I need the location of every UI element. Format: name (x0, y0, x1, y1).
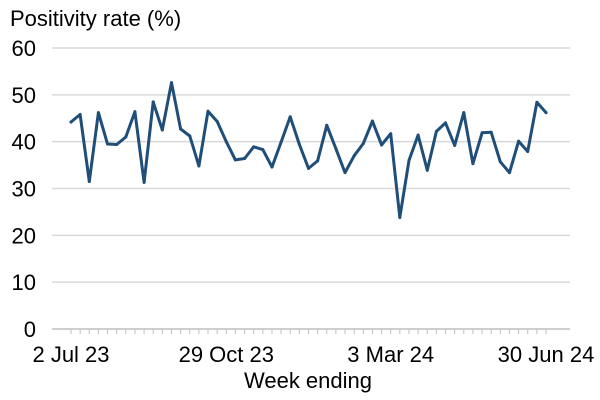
data-point (270, 165, 274, 169)
data-point (252, 145, 256, 149)
data-point (197, 164, 201, 168)
data-point (87, 179, 91, 183)
data-point (106, 142, 110, 146)
data-point (480, 131, 484, 135)
data-point (425, 168, 429, 172)
x-tick-label: 2 Jul 23 (32, 342, 109, 367)
y-tick-label-60: 60 (12, 36, 36, 61)
data-point (316, 159, 320, 163)
data-point (261, 148, 265, 152)
data-point (352, 154, 356, 158)
x-axis (52, 328, 570, 334)
data-point (434, 129, 438, 133)
data-point (279, 140, 283, 144)
data-point (224, 140, 228, 144)
data-point (544, 111, 548, 115)
data-point (179, 127, 183, 131)
data-point (288, 115, 292, 119)
data-point (471, 162, 475, 166)
data-point (370, 119, 374, 123)
data-point (215, 120, 219, 124)
data-point (96, 111, 100, 115)
y-axis-tick-labels: 0 10 20 30 40 50 60 (12, 36, 36, 342)
data-point (535, 100, 539, 104)
data-point (526, 150, 530, 154)
data-point (489, 130, 493, 134)
y-tick-label-10: 10 (12, 270, 36, 295)
data-point (169, 81, 173, 85)
data-point (297, 142, 301, 146)
data-point (188, 134, 192, 138)
data-point (407, 158, 411, 162)
series-layer (69, 81, 548, 220)
data-point (507, 171, 511, 175)
data-point (380, 143, 384, 147)
x-tick-label: 3 Mar 24 (347, 342, 434, 367)
data-point (78, 113, 82, 117)
data-point (416, 133, 420, 137)
data-point (334, 147, 338, 151)
data-point (343, 171, 347, 175)
series-line-positivity-rate (69, 81, 548, 219)
data-point (361, 142, 365, 146)
y-tick-label-40: 40 (12, 130, 36, 155)
x-tick-label: 30 Jun 24 (498, 342, 595, 367)
data-point (233, 158, 237, 162)
data-point (206, 109, 210, 113)
x-axis-label: Week ending (244, 368, 372, 393)
x-axis-tick-labels: 2 Jul 23 29 Oct 23 3 Mar 24 30 Jun 24 (32, 342, 594, 367)
data-point (325, 123, 329, 127)
data-point (160, 128, 164, 132)
data-point (69, 120, 73, 124)
data-point (133, 110, 137, 114)
data-point (498, 160, 502, 164)
y-tick-label-0: 0 (24, 317, 36, 342)
data-point (151, 100, 155, 104)
data-point (142, 180, 146, 184)
data-point (389, 132, 393, 136)
data-point (398, 216, 402, 220)
data-point (462, 111, 466, 115)
data-point (124, 135, 128, 139)
data-point (115, 142, 119, 146)
y-tick-label-50: 50 (12, 83, 36, 108)
chart-title: Positivity rate (%) (10, 6, 181, 31)
data-point (517, 139, 521, 143)
x-tick-label: 29 Oct 23 (179, 342, 274, 367)
data-point (453, 143, 457, 147)
y-tick-label-20: 20 (12, 223, 36, 248)
y-tick-label-30: 30 (12, 177, 36, 202)
data-point (307, 166, 310, 170)
data-point (444, 121, 448, 125)
data-point (243, 157, 247, 161)
